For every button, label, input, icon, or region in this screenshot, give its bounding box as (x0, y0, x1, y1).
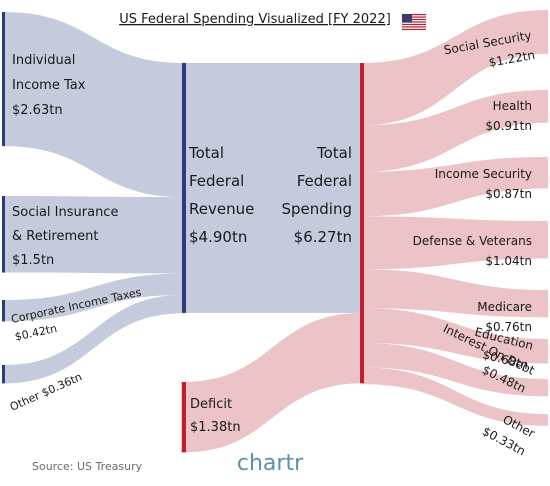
revenue-flow-2 (4, 273, 183, 322)
spending-flow-3 (362, 216, 548, 270)
revenue-flow-0 (4, 12, 183, 198)
spending-flow-7 (362, 367, 548, 426)
chart-title: US Federal Spending Visualized [FY 2022] (119, 12, 391, 27)
label-spending-3: Defense & Veterans $1.04tn (413, 234, 532, 268)
brand-logo: chartr (237, 451, 304, 476)
label-deficit: Deficit $1.38tn (190, 397, 241, 435)
flows-layer (4, 10, 548, 453)
spending-flow-1 (362, 90, 548, 172)
revenue-flow-1 (4, 196, 183, 274)
spending-flow-4 (362, 269, 548, 318)
label-individual-income-tax: Individual Income Tax $2.63tn (12, 53, 86, 118)
total-spending-bar (360, 63, 364, 384)
label-social-insurance: Social Insurance & Retirement $1.5tn (12, 205, 118, 268)
label-total-spending: Total Federal Spending $6.27tn (282, 144, 353, 246)
label-spending-4: Medicare $0.76tn (477, 300, 532, 334)
source-note: Source: US Treasury (32, 460, 143, 473)
spending-flow-0 (362, 10, 548, 126)
bars-layer (2, 12, 364, 453)
revenue-source-bar-1 (2, 196, 5, 273)
revenue-source-bar-2 (2, 300, 5, 322)
revenue-to-spending-flow (183, 63, 362, 313)
deficit-flow (183, 312, 362, 453)
label-spending-1: Health $0.91tn (485, 99, 532, 133)
total-revenue-bar (182, 63, 186, 313)
label-total-revenue: Total Federal Revenue $4.90tn (188, 144, 254, 246)
deficit-bar (182, 382, 186, 453)
us-flag-icon (401, 13, 427, 31)
spending-flow-5 (362, 308, 548, 364)
revenue-source-bar-0 (2, 12, 5, 147)
spending-flow-2 (362, 157, 548, 217)
revenue-source-bar-3 (2, 365, 5, 384)
label-spending-2: Income Security $0.87tn (435, 167, 532, 201)
spending-flow-6 (362, 342, 548, 397)
revenue-flow-3 (4, 295, 183, 384)
